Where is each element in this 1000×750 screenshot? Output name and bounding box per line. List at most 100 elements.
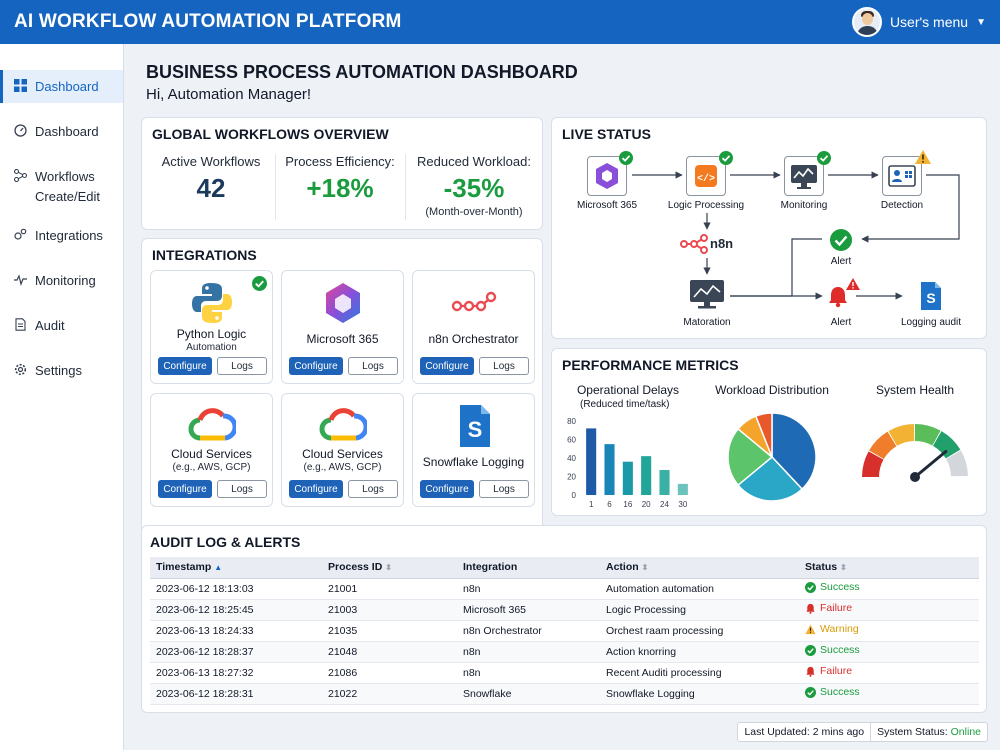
bar bbox=[586, 428, 597, 495]
sidebar-item-integrations[interactable]: Integrations bbox=[0, 219, 123, 252]
column-header-action[interactable]: Action ⬍ bbox=[600, 557, 799, 579]
check-circle-icon bbox=[805, 686, 816, 698]
integration-sub: (e.g., AWS, GCP) bbox=[172, 462, 251, 473]
table-cell-integration: n8n bbox=[457, 641, 600, 663]
table-cell-action: Recent Auditi processing bbox=[600, 662, 799, 684]
avatar[interactable] bbox=[851, 7, 882, 37]
column-header-timestamp[interactable]: Timestamp ▲ bbox=[150, 557, 322, 579]
sidebar-item-label: Dashboard bbox=[35, 124, 99, 139]
configure-button[interactable]: Configure bbox=[420, 480, 474, 498]
sidebar-item-dashboard-2[interactable]: Dashboard bbox=[0, 115, 123, 148]
svg-text:S: S bbox=[467, 417, 482, 442]
user-menu[interactable]: User's menu ▼ bbox=[851, 7, 986, 37]
flow-node-matoration[interactable] bbox=[687, 278, 727, 317]
table-cell-integration: Microsoft 365 bbox=[457, 599, 600, 621]
table-cell-status: Success bbox=[799, 641, 979, 663]
integration-tile-snowflake-logging: S Snowflake Logging Configure Logs bbox=[412, 393, 535, 507]
column-header-integration[interactable]: Integration bbox=[457, 557, 600, 579]
integration-sub: Automation bbox=[186, 342, 237, 353]
table-cell-action: Action knorring bbox=[600, 641, 799, 663]
sidebar-item-label: Settings bbox=[35, 363, 82, 378]
flow-node-microsoft-365[interactable] bbox=[587, 156, 627, 196]
sidebar-item-settings[interactable]: Settings bbox=[0, 354, 123, 387]
svg-text:S: S bbox=[926, 290, 935, 306]
sidebar-item-label: Monitoring bbox=[35, 273, 96, 288]
chevron-down-icon[interactable]: ▼ bbox=[976, 16, 986, 28]
column-header-status[interactable]: Status ⬍ bbox=[799, 557, 979, 579]
monitor-icon bbox=[690, 280, 724, 309]
flow-node-logic-processing[interactable]: </> bbox=[686, 156, 726, 196]
status-label: Success bbox=[820, 686, 860, 699]
integration-tile-python: Python Logic Automation Configure Logs bbox=[150, 270, 273, 384]
sort-icon[interactable]: ⬍ bbox=[641, 563, 649, 573]
sort-icon[interactable]: ⬍ bbox=[840, 563, 847, 573]
logs-button[interactable]: Logs bbox=[217, 480, 267, 498]
warning-icon bbox=[846, 278, 860, 290]
n8n-icon bbox=[680, 234, 708, 254]
svg-text:</>: </> bbox=[697, 173, 715, 185]
pie-slice bbox=[754, 412, 773, 458]
gauge-icon bbox=[14, 124, 27, 137]
flow-node-detection[interactable] bbox=[882, 156, 922, 196]
configure-button[interactable]: Configure bbox=[289, 357, 343, 375]
sidebar-item-dashboard[interactable]: Dashboard bbox=[0, 70, 123, 103]
flow-node-monitoring[interactable] bbox=[784, 156, 824, 196]
table-row[interactable]: 2023-06-12 18:28:37 21048 n8n Action knorri… bbox=[150, 641, 979, 663]
flow-label: Detection bbox=[880, 200, 924, 211]
google-cloud-icon bbox=[188, 408, 236, 441]
user-menu-label[interactable]: User's menu bbox=[889, 14, 969, 30]
main-content: BUSINESS PROCESS AUTOMATION DASHBOARD Hi… bbox=[130, 44, 1000, 750]
grid-icon bbox=[14, 79, 27, 92]
kpi-value: +18% bbox=[306, 173, 374, 203]
table-cell-action: Logic Processing bbox=[600, 599, 799, 621]
logs-button[interactable]: Logs bbox=[348, 480, 398, 498]
logs-button[interactable]: Logs bbox=[479, 480, 529, 498]
configure-button[interactable]: Configure bbox=[158, 357, 212, 375]
bar bbox=[622, 461, 633, 495]
logs-button[interactable]: Logs bbox=[348, 357, 398, 375]
table-row[interactable]: 2023-06-13 18:27:32 21086 n8n Recent Auditi… bbox=[150, 662, 979, 684]
table-cell-timestamp: 2023-06-12 18:13:03 bbox=[150, 578, 322, 600]
gauge-segment bbox=[933, 431, 961, 459]
check-circle-icon bbox=[805, 581, 816, 593]
performance-card: PERFORMANCE METRICS Operational Delays (… bbox=[551, 348, 987, 516]
bar bbox=[641, 456, 652, 495]
x-tick-label: 16 bbox=[623, 500, 632, 509]
sidebar-item-audit[interactable]: Audit bbox=[0, 309, 123, 342]
table-row[interactable]: 2023-06-13 18:24:33 21035 n8n Orchestrator… bbox=[150, 620, 979, 642]
microsoft-365-icon bbox=[325, 283, 360, 323]
integration-tile-cloud-services-2: Cloud Services (e.g., AWS, GCP) Configur… bbox=[281, 393, 404, 507]
flow-label: Microsoft 365 bbox=[576, 200, 638, 211]
python-icon bbox=[191, 283, 232, 323]
flow-connectors bbox=[632, 171, 960, 300]
table-cell-status: Failure bbox=[799, 662, 979, 684]
bar bbox=[659, 470, 670, 495]
code-icon: </> bbox=[695, 165, 717, 187]
table-row[interactable]: 2023-06-12 18:13:03 21001 n8n Automation au… bbox=[150, 578, 979, 600]
sidebar-item-workflows[interactable]: Workflows Create/Edit bbox=[0, 160, 123, 217]
column-header-process-id[interactable]: Process ID ⬍ bbox=[322, 557, 457, 579]
live-status-title: LIVE STATUS bbox=[562, 126, 651, 142]
integration-tile-n8n: n8n Orchestrator Configure Logs bbox=[412, 270, 535, 384]
health-title: System Health bbox=[875, 383, 955, 397]
table-row[interactable]: 2023-06-12 18:25:45 21003 Microsoft 365 Log… bbox=[150, 599, 979, 621]
sidebar-item-monitoring[interactable]: Monitoring bbox=[0, 264, 123, 297]
table-cell-pid: 21086 bbox=[322, 662, 457, 684]
sort-icon[interactable]: ⬍ bbox=[385, 563, 392, 573]
configure-button[interactable]: Configure bbox=[158, 480, 212, 498]
system-status: System Status: Online bbox=[870, 723, 987, 741]
gauge-segment bbox=[888, 424, 915, 446]
configure-button[interactable]: Configure bbox=[289, 480, 343, 498]
kpi-process-efficiency: Process Efficiency: +18% bbox=[284, 154, 396, 204]
table-cell-status: Success bbox=[799, 683, 979, 705]
table-row[interactable]: 2023-06-12 18:28:31 21022 Snowflake Snowfla… bbox=[150, 683, 979, 705]
configure-button[interactable]: Configure bbox=[420, 357, 474, 375]
google-cloud-icon bbox=[319, 408, 367, 441]
audit-card: AUDIT LOG & ALERTS Timestamp ▲ Process ID… bbox=[141, 525, 987, 713]
sort-asc-icon[interactable]: ▲ bbox=[214, 563, 223, 573]
logs-button[interactable]: Logs bbox=[217, 357, 267, 375]
integrations-title: INTEGRATIONS bbox=[152, 247, 257, 263]
logs-button[interactable]: Logs bbox=[479, 357, 529, 375]
status-label: Failure bbox=[820, 665, 853, 678]
